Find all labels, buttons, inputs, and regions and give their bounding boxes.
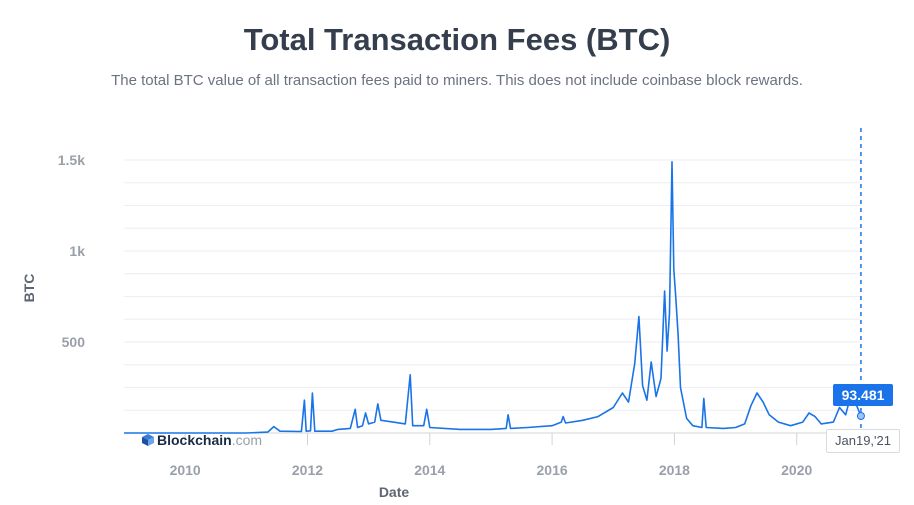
x-tick-label: 2012: [292, 462, 323, 478]
series-line[interactable]: [124, 161, 862, 434]
brand-name: Blockchain: [157, 432, 232, 448]
brand-suffix: .com: [231, 432, 263, 448]
hover-point[interactable]: [856, 411, 865, 420]
brand-logo: Blockchain.com: [142, 432, 262, 448]
x-tick-label: 2018: [659, 462, 690, 478]
x-tick-label: 2016: [537, 462, 568, 478]
y-tick-label: 500: [62, 334, 86, 350]
blockchain-logo-icon: [142, 434, 154, 446]
x-tick-label: 2020: [781, 462, 812, 478]
x-axis-title: Date: [379, 484, 410, 500]
x-tick-label: 2014: [414, 462, 445, 478]
grid-lines: [124, 159, 860, 411]
hover-date-tooltip: Jan19,'21: [826, 429, 900, 453]
x-tick-label: 2010: [170, 462, 201, 478]
y-axis-ticks: 500 1k 1.5k: [58, 152, 85, 350]
chart-title: Total Transaction Fees (BTC): [243, 22, 671, 57]
y-tick-label: 1.5k: [58, 152, 85, 168]
y-tick-label: 1k: [69, 243, 85, 259]
chart-subtitle: The total BTC value of all transaction f…: [111, 72, 803, 89]
x-axis-ticks: 2010 2012 2014 2016 2018 2020: [170, 433, 813, 478]
hover-value-tooltip: 93.481: [833, 384, 893, 406]
y-axis-title: BTC: [21, 274, 37, 303]
